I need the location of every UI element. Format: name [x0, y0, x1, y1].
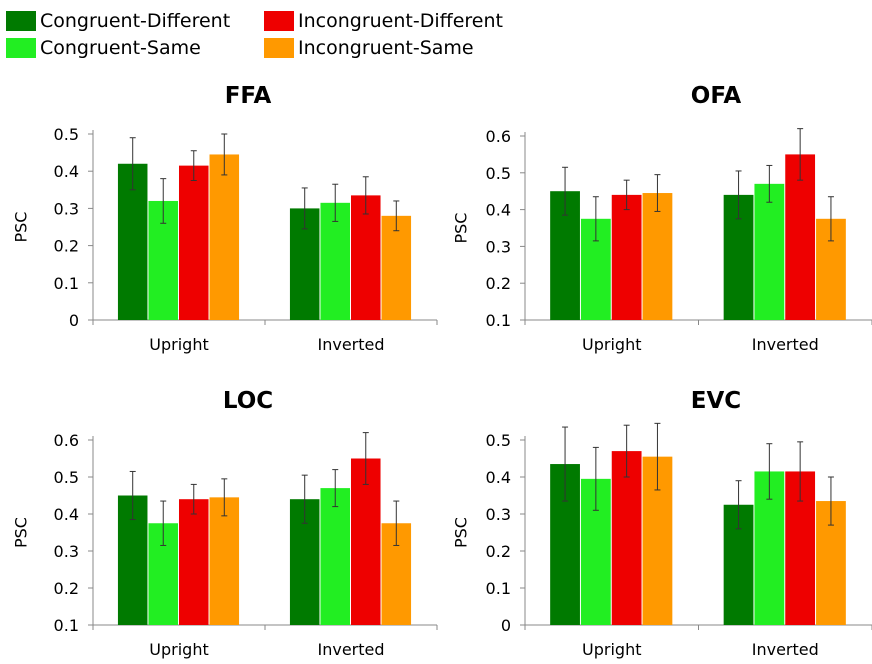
legend-label: Incongruent-Same: [298, 37, 474, 59]
y-tick-label: 0.4: [486, 201, 511, 220]
y-tick-label: 0.2: [54, 579, 79, 598]
chart-title: OFA: [691, 83, 742, 109]
y-tick-label: 0.1: [54, 616, 79, 635]
y-tick-label: 0.4: [486, 468, 511, 487]
bar-incongruent-different-inverted: [351, 195, 381, 320]
legend-item-congruent-same: Congruent-Same: [6, 38, 201, 58]
legend-item-incongruent-different: Incongruent-Different: [264, 11, 503, 31]
y-tick-label: 0.5: [54, 125, 79, 144]
bar-congruent-same-inverted: [754, 183, 785, 320]
chart-panel-ofa: OFA PSC 0.1 0.2 0.3 0.4 0.5 0.6 Upright Inverted: [452, 83, 872, 354]
x-tick-label: Inverted: [317, 335, 384, 354]
x-tick-label: Inverted: [317, 640, 384, 659]
x-tick-label: Inverted: [752, 335, 819, 354]
bar-incongruent-different-upright: [179, 499, 209, 625]
y-tick-label: 0.1: [486, 579, 511, 598]
y-axis-label: PSC: [12, 517, 31, 548]
legend-item-incongruent-same: Incongruent-Same: [264, 38, 474, 58]
chart-panel-ffa: FFA PSC 0 0.1 0.2 0.3 0.4 0.5 Upright Inverted: [12, 83, 438, 354]
bar-congruent-same-inverted: [320, 202, 350, 320]
bar-incongruent-different-inverted: [351, 458, 381, 625]
x-tick-label: Upright: [149, 640, 208, 659]
chart-panel-loc: LOC PSC 0.1 0.2 0.3 0.4 0.5 0.6 Upright Inverted: [12, 388, 438, 659]
bar-incongruent-different-upright: [611, 451, 642, 625]
y-tick-label: 0.5: [486, 164, 511, 183]
legend-label: Congruent-Different: [40, 10, 231, 32]
legend-label: Congruent-Same: [40, 37, 201, 59]
bar-incongruent-different-upright: [611, 194, 642, 320]
y-tick-label: 0.5: [54, 468, 79, 487]
chart-title: EVC: [691, 388, 741, 414]
y-tick-label: 0.2: [54, 237, 79, 256]
y-tick-label: 0.3: [54, 542, 79, 561]
legend: Congruent-Different Congruent-Same Incon…: [0, 0, 872, 70]
bar-incongruent-same-upright: [209, 154, 240, 320]
bar-incongruent-same-inverted: [381, 215, 412, 320]
y-tick-label: 0.6: [54, 431, 79, 450]
y-tick-label: 0.3: [486, 237, 511, 256]
y-tick-label: 0.6: [486, 127, 511, 146]
y-axis-label: PSC: [452, 213, 471, 244]
y-tick-label: 0.1: [486, 311, 511, 330]
y-tick-label: 0.3: [54, 199, 79, 218]
legend-item-congruent-different: Congruent-Different: [6, 11, 230, 31]
y-tick-label: 0.5: [486, 431, 511, 450]
bar-congruent-same-inverted: [320, 488, 350, 625]
y-axis-label: PSC: [452, 517, 471, 548]
x-tick-label: Upright: [582, 335, 641, 354]
x-tick-label: Upright: [582, 640, 641, 659]
y-tick-label: 0.4: [54, 162, 79, 181]
y-tick-label: 0: [69, 311, 79, 330]
bar-incongruent-different-inverted: [785, 154, 816, 320]
y-tick-label: 0: [501, 616, 511, 635]
chart-title: LOC: [223, 388, 273, 414]
y-tick-label: 0.2: [486, 542, 511, 561]
y-tick-label: 0.4: [54, 505, 79, 524]
bar-incongruent-different-upright: [179, 165, 209, 320]
legend-swatch-congruent-same: [6, 38, 36, 58]
y-tick-label: 0.3: [486, 505, 511, 524]
chart-panel-evc: EVC PSC 0 0.1 0.2 0.3 0.4 0.5 Upright Inverted: [452, 388, 872, 659]
legend-swatch-congruent-different: [6, 11, 36, 31]
legend-swatch-incongruent-different: [264, 11, 294, 31]
bar-incongruent-same-upright: [642, 193, 673, 320]
y-axis-label: PSC: [12, 212, 31, 243]
y-tick-label: 0.2: [486, 274, 511, 293]
bar-incongruent-same-upright: [209, 497, 240, 625]
x-tick-label: Inverted: [752, 640, 819, 659]
legend-label: Incongruent-Different: [298, 10, 503, 32]
x-tick-label: Upright: [149, 335, 208, 354]
legend-swatch-incongruent-same: [264, 38, 294, 58]
chart-title: FFA: [225, 83, 272, 109]
y-tick-label: 0.1: [54, 274, 79, 293]
